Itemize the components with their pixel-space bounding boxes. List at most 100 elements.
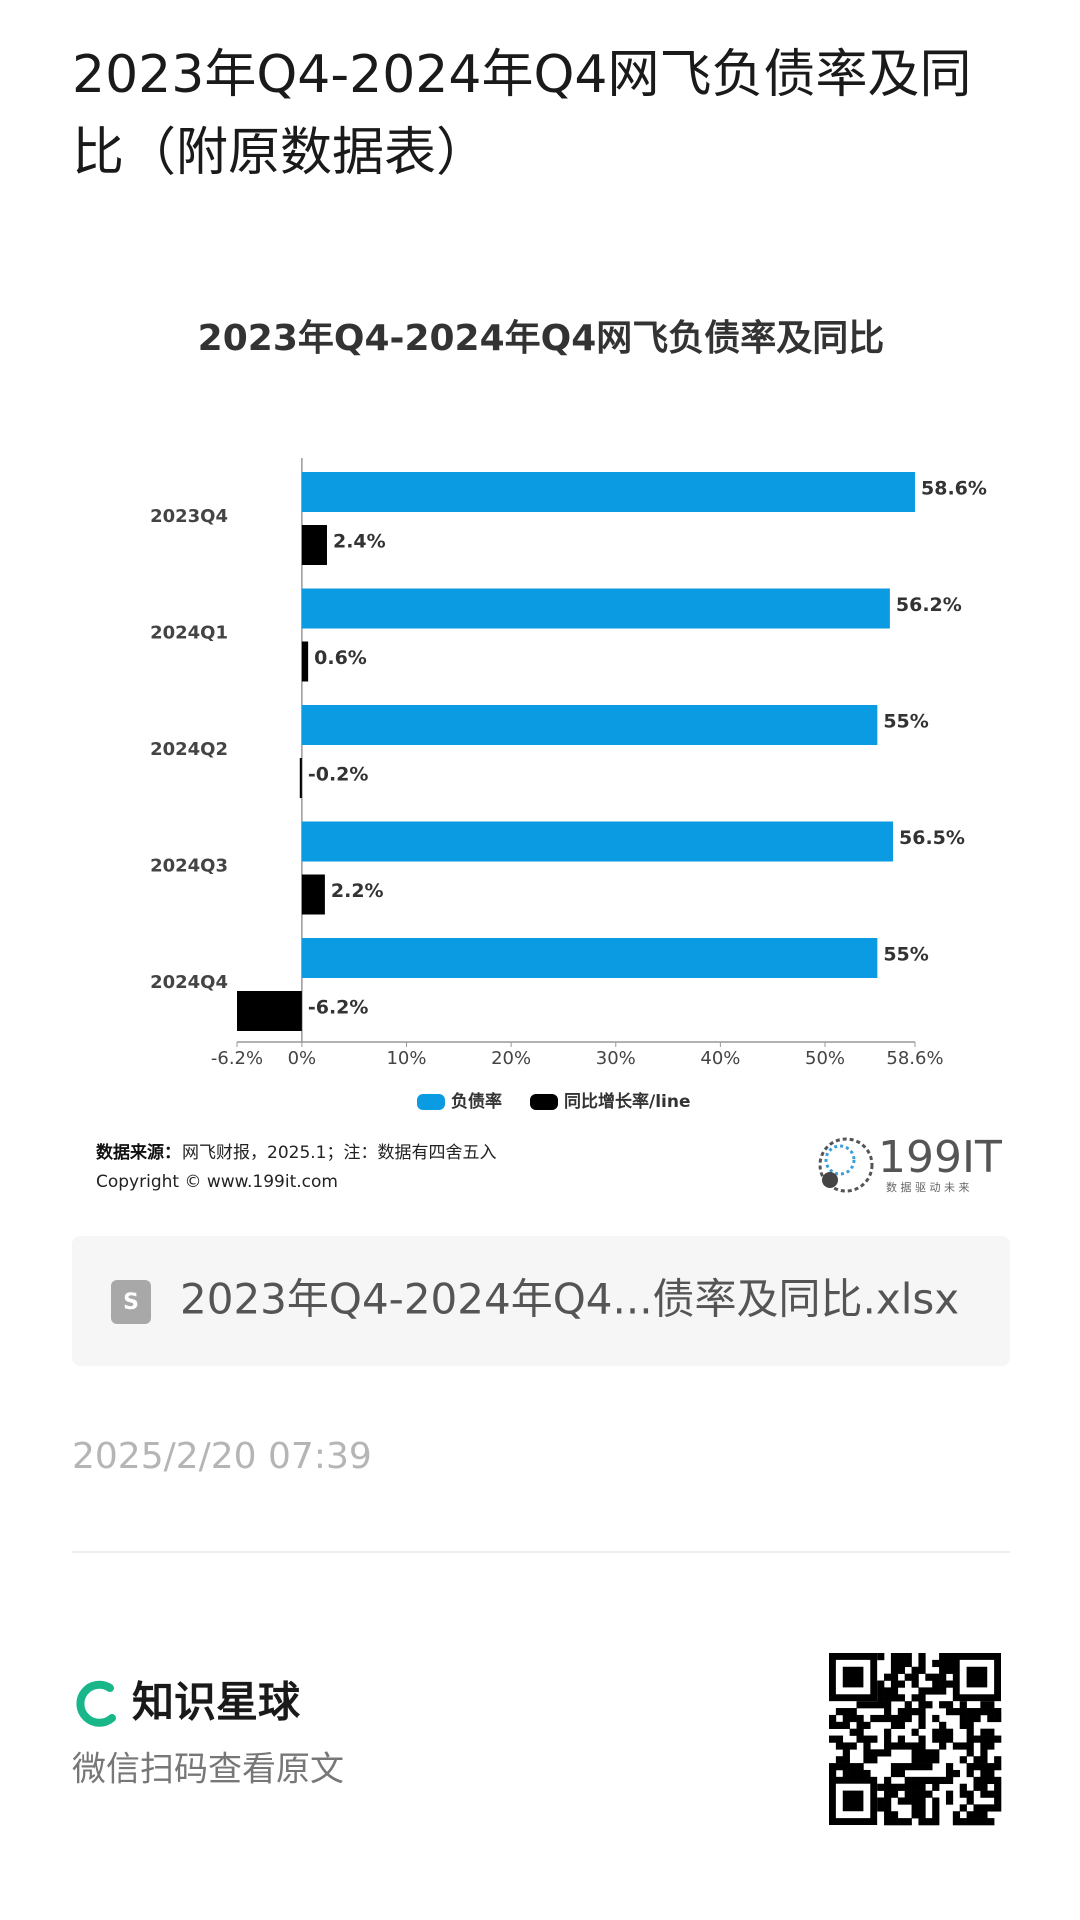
qr-module [829,1735,837,1743]
qr-module [904,1673,912,1681]
attachment-filename: 2023年Q4-2024年Q4...债率及同比.xlsx [180,1275,959,1324]
qr-module [829,1721,837,1729]
qr-module [884,1776,892,1785]
qr-module [945,1708,954,1716]
qr-module [911,1742,919,1750]
qr-module [987,1735,995,1743]
bar [237,991,302,1031]
qr-finder-core [842,1790,864,1812]
qr-module [918,1721,926,1729]
qr-module [959,1804,967,1812]
qr-module [966,1749,974,1757]
qr-module [932,1749,940,1757]
x-tick-label: 40% [700,1048,740,1069]
qr-module [911,1776,919,1785]
qr-module [877,1680,885,1688]
source-label: 数据来源： [96,1142,181,1163]
qr-finder-core [842,1666,864,1688]
qr-module [863,1749,871,1757]
qr-module [925,1749,933,1757]
post-date: 2025/2/20 07:39 [72,1436,372,1477]
qr-module [918,1804,926,1812]
qr-module [863,1735,871,1743]
qr-module [918,1687,926,1695]
qr-module [904,1742,912,1750]
qr-module [980,1776,988,1785]
qr-module [939,1659,947,1668]
qr-module [849,1714,857,1723]
qr-module [863,1756,871,1764]
qr-module [918,1653,926,1661]
qr-module [980,1742,988,1750]
qr-code[interactable] [829,1652,1002,1826]
qr-module [829,1714,837,1723]
bar [301,472,915,512]
qr-module [939,1721,947,1729]
qr-module [835,1742,844,1750]
chart: -6.2% 0% 10% 20% 30% 40% 50% 58.6% 2023Q4 58.6% 2.… [150,458,987,1112]
x-tick-label: 30% [596,1048,636,1069]
qr-module [918,1818,926,1826]
qr-module [849,1763,857,1771]
qr-module [945,1763,954,1771]
qr-module [911,1666,919,1674]
qr-module [945,1680,954,1688]
qr-module [884,1701,892,1709]
brand-icon [76,1680,116,1727]
qr-module [870,1749,878,1757]
qr-module [966,1708,974,1716]
qr-module [897,1735,905,1743]
qr-module [966,1769,974,1778]
qr-module [939,1735,947,1743]
qr-finder [829,1776,878,1826]
qr-module [932,1804,940,1812]
qr-module [994,1735,1002,1743]
qr-module [980,1749,988,1757]
qr-module [980,1783,988,1791]
qr-module [884,1797,892,1805]
qr-module [877,1804,885,1812]
qr-module [890,1687,899,1695]
qr-module [842,1756,850,1764]
qr-module [973,1763,981,1771]
qr-module [973,1818,981,1826]
qr-module [890,1783,899,1791]
qr-module [877,1783,885,1791]
value-label: 56.5% [899,827,965,849]
qr-module [932,1728,940,1736]
qr-module [884,1735,892,1743]
qr-module [932,1756,940,1764]
copyright: Copyright © www.199it.com [96,1172,338,1192]
qr-module [884,1694,892,1702]
qr-module [994,1714,1002,1723]
qr-module [959,1721,967,1729]
qr-module [890,1680,899,1688]
qr-module [959,1756,967,1764]
qr-module [884,1804,892,1812]
qr-module [925,1756,933,1764]
qr-module [870,1714,878,1723]
qr-module [856,1728,864,1736]
qr-module [945,1797,954,1805]
legend-swatch [417,1094,445,1110]
qr-module [932,1776,940,1785]
qr-finder [829,1652,878,1702]
qr-module [980,1763,988,1771]
attachment-card[interactable] [72,1236,1010,1366]
qr-module [994,1756,1002,1764]
qr-module [966,1790,974,1798]
qr-module [994,1763,1002,1771]
qr-module [925,1763,933,1771]
x-tick-label: 10% [386,1048,426,1069]
qr-module [987,1790,995,1798]
qr-module [856,1763,864,1771]
qr-module [918,1763,926,1771]
qr-module [966,1763,974,1771]
qr-module [890,1769,899,1778]
qr-module [994,1790,1002,1798]
bar [301,874,325,915]
qr-module [952,1769,961,1778]
qr-module [980,1790,988,1798]
qr-module [877,1749,885,1757]
